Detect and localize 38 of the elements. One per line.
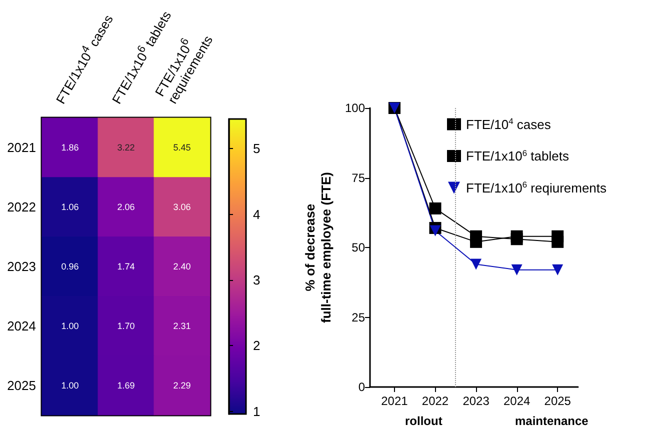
data-label: 1.00 (61, 320, 79, 331)
y-tick-label: 50 (352, 240, 366, 254)
data-label: 1.70 (117, 320, 135, 331)
data-label: 1.00 (61, 380, 79, 390)
y-tick-label: 2022 (7, 200, 36, 215)
x-tick-label: 2021 (381, 394, 408, 408)
color-bar-label: 5 (253, 141, 260, 156)
text: maintenance (515, 414, 589, 427)
y-tick-label: 2023 (7, 259, 36, 274)
data-label: 3.06 (173, 202, 191, 212)
y-axis-title: % of decrease full-time employee (FTE) (302, 172, 334, 323)
y-tick-label: 100 (344, 101, 366, 115)
data-label: 1.69 (117, 380, 135, 390)
x-tick-label: 2025 (544, 394, 572, 408)
data-label: 2.29 (173, 380, 191, 390)
data-label: 0.96 (61, 262, 79, 272)
data-label: 1.06 (61, 202, 79, 212)
data-label: 1.74 (117, 262, 135, 272)
y-tick-label: 2025 (7, 378, 36, 393)
y-tick-label: 75 (352, 170, 366, 185)
data-label: 2.40 (173, 262, 191, 272)
y-tick-label: 2024 (7, 318, 36, 334)
x-tick-label: 2024 (503, 394, 530, 408)
x-tick-label: 2023 (462, 394, 490, 408)
data-label: 2.06 (117, 202, 135, 212)
color-bar-label: 2 (253, 338, 260, 354)
y-tick-label: 2021 (7, 140, 36, 156)
text: rollout (405, 414, 442, 427)
y-tick-label: 0 (358, 380, 366, 394)
data-label: 2.31 (173, 320, 191, 331)
data-label: 1.86 (61, 142, 79, 153)
y-tick-label: 25 (352, 310, 366, 324)
color-bar-label: 4 (253, 206, 260, 222)
data-label: 5.45 (173, 142, 191, 153)
data-label: 3.22 (117, 142, 135, 153)
x-tick-label: 2022 (422, 394, 449, 408)
color-bar-label: 3 (253, 272, 260, 288)
color-bar-label: 1 (253, 404, 260, 419)
